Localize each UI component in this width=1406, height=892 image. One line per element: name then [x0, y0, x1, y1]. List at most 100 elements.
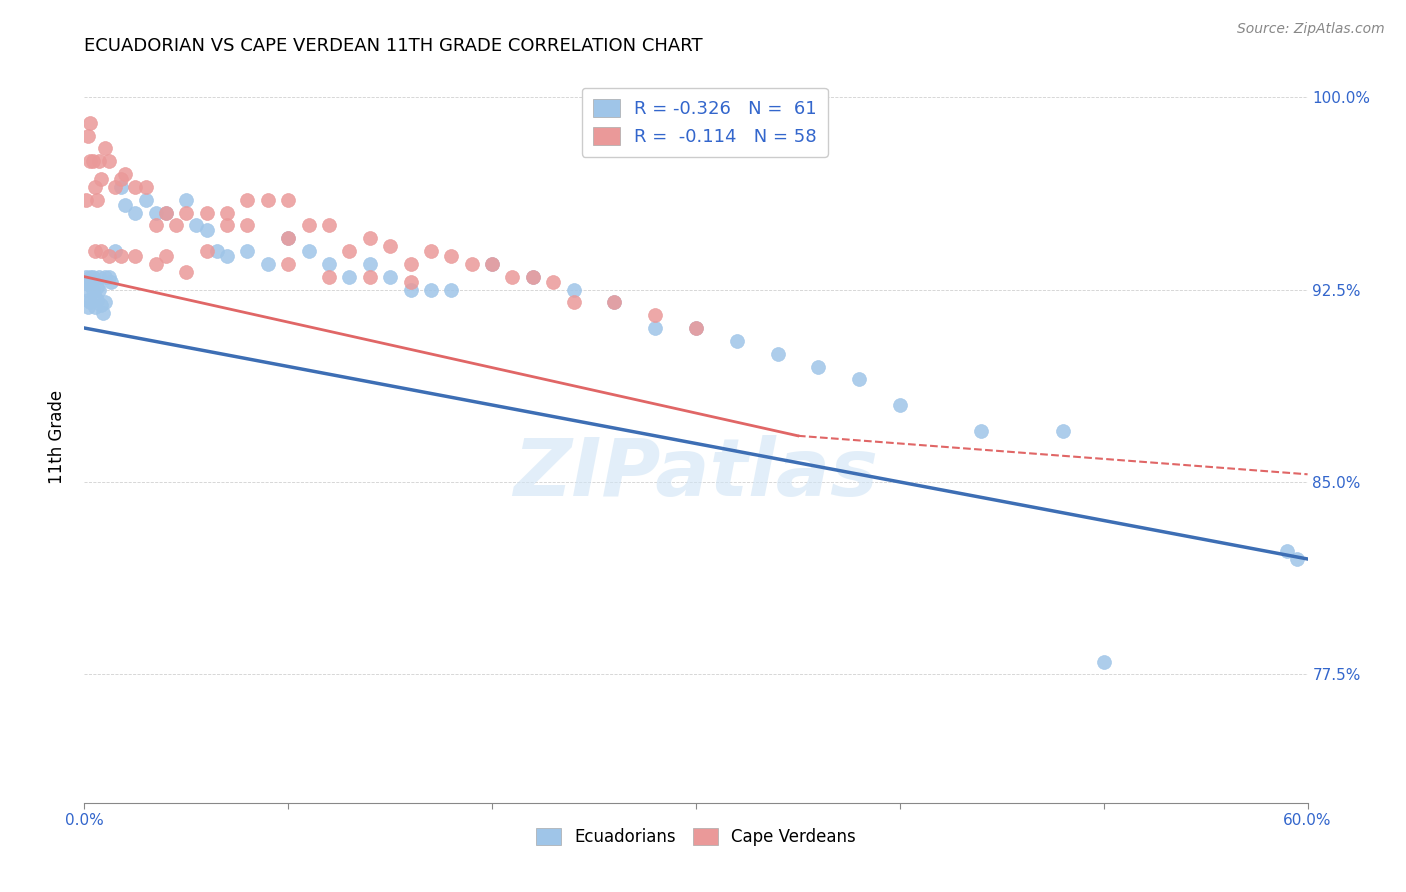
Point: [1286, 552, 1309, 566]
Point: [562, 283, 585, 297]
Point: [165, 219, 187, 233]
Point: [217, 219, 239, 233]
Point: [399, 283, 422, 297]
Point: [195, 244, 218, 258]
Point: [277, 231, 299, 245]
Point: [110, 172, 132, 186]
Point: [100, 275, 122, 289]
Point: [83, 179, 105, 194]
Point: [359, 231, 381, 245]
Point: [399, 275, 422, 289]
Point: [217, 205, 239, 219]
Point: [277, 231, 299, 245]
Point: [93, 141, 115, 155]
Point: [725, 334, 748, 348]
Point: [82, 283, 104, 297]
Point: [236, 193, 259, 207]
Point: [522, 269, 544, 284]
Point: [83, 290, 105, 304]
Point: [277, 193, 299, 207]
Point: [298, 219, 321, 233]
Point: [124, 249, 146, 263]
Point: [87, 269, 110, 284]
Point: [97, 249, 120, 263]
Point: [217, 249, 239, 263]
Point: [399, 257, 422, 271]
Point: [298, 244, 321, 258]
Point: [110, 179, 132, 194]
Point: [82, 154, 104, 169]
Point: [145, 257, 167, 271]
Point: [124, 205, 146, 219]
Point: [79, 269, 101, 284]
Point: [380, 239, 402, 253]
Point: [318, 219, 340, 233]
Point: [75, 193, 97, 207]
Point: [90, 172, 112, 186]
Point: [277, 257, 299, 271]
Point: [603, 295, 626, 310]
Point: [79, 116, 101, 130]
Point: [257, 257, 280, 271]
Point: [1092, 655, 1115, 669]
Point: [380, 269, 402, 284]
Point: [90, 244, 112, 258]
Point: [420, 244, 443, 258]
Point: [766, 346, 789, 360]
Point: [644, 308, 666, 322]
Point: [440, 283, 463, 297]
Point: [603, 295, 626, 310]
Text: ECUADORIAN VS CAPE VERDEAN 11TH GRADE CORRELATION CHART: ECUADORIAN VS CAPE VERDEAN 11TH GRADE CO…: [84, 37, 703, 54]
Point: [110, 249, 132, 263]
Point: [807, 359, 830, 374]
Point: [145, 205, 167, 219]
Point: [236, 219, 259, 233]
Point: [339, 269, 361, 284]
Point: [114, 198, 136, 212]
Point: [644, 321, 666, 335]
Point: [75, 269, 97, 284]
Point: [1277, 544, 1299, 558]
Point: [174, 193, 197, 207]
Point: [461, 257, 484, 271]
Point: [186, 219, 208, 233]
Point: [87, 154, 110, 169]
Point: [135, 193, 157, 207]
Point: [77, 293, 100, 307]
Point: [195, 223, 218, 237]
Text: ZIPatlas: ZIPatlas: [513, 434, 879, 513]
Point: [124, 179, 146, 194]
Point: [79, 275, 101, 289]
Point: [359, 257, 381, 271]
Point: [104, 244, 127, 258]
Point: [87, 283, 110, 297]
Text: Source: ZipAtlas.com: Source: ZipAtlas.com: [1237, 22, 1385, 37]
Point: [522, 269, 544, 284]
Point: [77, 301, 100, 315]
Point: [93, 295, 115, 310]
Y-axis label: 11th Grade: 11th Grade: [48, 390, 66, 484]
Point: [359, 269, 381, 284]
Point: [562, 295, 585, 310]
Point: [318, 269, 340, 284]
Point: [543, 275, 565, 289]
Point: [1052, 424, 1074, 438]
Point: [236, 244, 259, 258]
Point: [104, 179, 127, 194]
Point: [205, 244, 228, 258]
Legend: Ecuadorians, Cape Verdeans: Ecuadorians, Cape Verdeans: [530, 822, 862, 853]
Point: [97, 154, 120, 169]
Point: [86, 293, 108, 307]
Point: [75, 283, 97, 297]
Point: [420, 283, 443, 297]
Point: [77, 128, 100, 143]
Point: [155, 205, 177, 219]
Point: [90, 298, 112, 312]
Point: [155, 249, 177, 263]
Point: [83, 244, 105, 258]
Point: [257, 193, 280, 207]
Point: [97, 269, 120, 284]
Point: [82, 269, 104, 284]
Point: [848, 372, 870, 386]
Point: [889, 398, 911, 412]
